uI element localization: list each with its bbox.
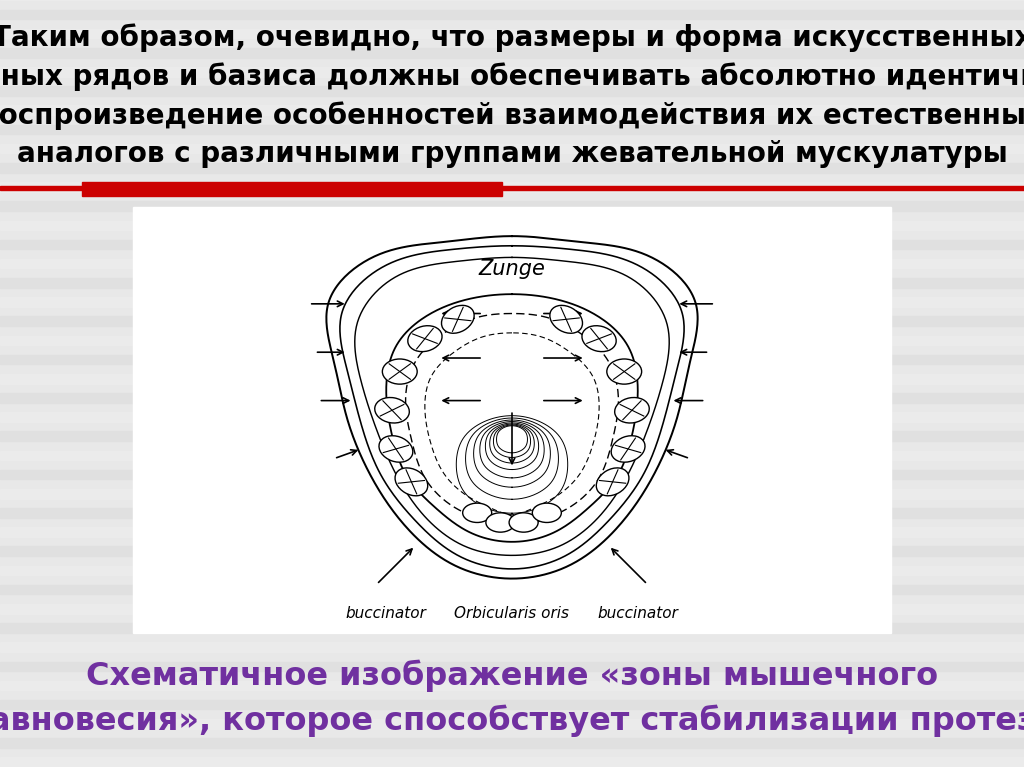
Bar — [0, 623, 1024, 633]
Ellipse shape — [441, 305, 474, 333]
Bar — [0, 489, 1024, 499]
Bar — [0, 412, 1024, 422]
Bar — [0, 758, 1024, 767]
Bar — [0, 201, 1024, 211]
Bar — [0, 297, 1024, 307]
Ellipse shape — [395, 468, 428, 495]
Bar — [0, 738, 1024, 748]
Ellipse shape — [375, 397, 410, 423]
Ellipse shape — [408, 326, 442, 351]
Bar — [0, 124, 1024, 134]
Ellipse shape — [611, 436, 645, 463]
Bar — [0, 278, 1024, 288]
Bar — [0, 604, 1024, 614]
Bar — [0, 528, 1024, 537]
Text: Orbicularis oris: Orbicularis oris — [455, 606, 569, 621]
Bar — [0, 393, 1024, 403]
Bar — [0, 681, 1024, 690]
Bar — [0, 105, 1024, 115]
Ellipse shape — [596, 468, 629, 495]
Bar — [0, 221, 1024, 230]
Bar — [0, 259, 1024, 268]
Bar — [82, 182, 502, 196]
Bar — [0, 48, 1024, 58]
Bar — [0, 719, 1024, 729]
Bar — [0, 28, 1024, 38]
Text: buccinator: buccinator — [346, 606, 427, 621]
Bar — [0, 450, 1024, 460]
Ellipse shape — [582, 326, 616, 351]
Text: buccinator: buccinator — [597, 606, 678, 621]
Bar — [0, 336, 1024, 345]
Bar — [0, 354, 1024, 364]
Bar — [0, 546, 1024, 556]
Bar — [133, 207, 891, 633]
Ellipse shape — [614, 397, 649, 423]
Bar — [0, 239, 1024, 249]
Bar — [0, 431, 1024, 441]
Ellipse shape — [532, 503, 561, 522]
Bar — [0, 508, 1024, 518]
Bar — [0, 144, 1024, 153]
Bar — [0, 9, 1024, 19]
Ellipse shape — [379, 436, 413, 463]
Bar — [0, 67, 1024, 77]
Ellipse shape — [382, 359, 417, 384]
Ellipse shape — [509, 513, 539, 532]
Text: Схематичное изображение «зоны мышечного
равновесия», которое способствует стабил: Схематичное изображение «зоны мышечного … — [0, 659, 1024, 737]
Bar — [0, 186, 1024, 190]
Ellipse shape — [607, 359, 642, 384]
Ellipse shape — [550, 305, 583, 333]
Text: Zunge: Zunge — [478, 259, 546, 279]
Bar — [0, 163, 1024, 173]
Bar — [0, 700, 1024, 709]
Bar — [0, 584, 1024, 594]
Bar — [0, 87, 1024, 96]
Bar — [0, 566, 1024, 575]
Bar — [0, 469, 1024, 479]
Ellipse shape — [463, 503, 492, 522]
Bar — [0, 374, 1024, 384]
Bar — [0, 316, 1024, 326]
Bar — [0, 183, 1024, 192]
Ellipse shape — [485, 513, 515, 532]
Bar — [0, 643, 1024, 652]
Text: Таким образом, очевидно, что размеры и форма искусственных
зубных рядов и базиса: Таким образом, очевидно, что размеры и ф… — [0, 24, 1024, 168]
Bar — [0, 661, 1024, 671]
